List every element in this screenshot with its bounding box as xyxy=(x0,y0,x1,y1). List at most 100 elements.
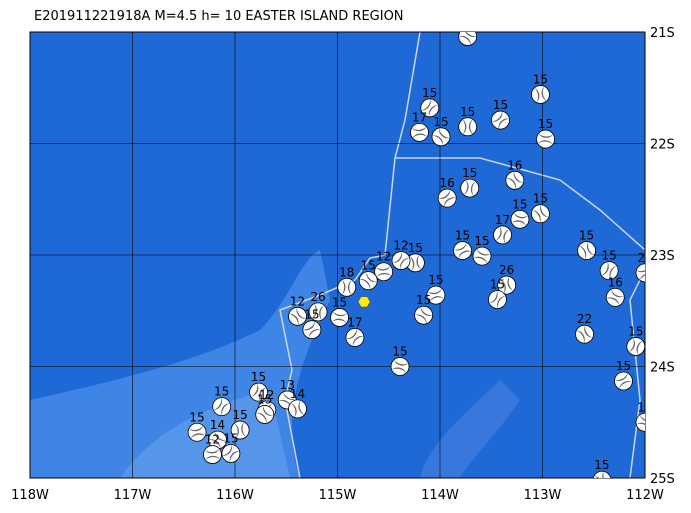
ball-outline xyxy=(308,302,328,322)
depth-label: 15 xyxy=(462,166,477,180)
frame xyxy=(29,31,646,479)
compression xyxy=(594,471,604,478)
compression xyxy=(411,126,428,139)
y-tick-label: 25S xyxy=(650,472,675,487)
ball-outline xyxy=(487,290,507,310)
depth-label: 16 xyxy=(608,275,623,289)
depth-label: 15 xyxy=(533,192,548,206)
depth-label: 15 xyxy=(512,197,527,211)
beachball xyxy=(493,225,512,245)
ball-outline xyxy=(491,110,510,130)
depth-label: 26 xyxy=(310,290,325,304)
depth-label: 26 xyxy=(499,263,514,277)
ball-outline xyxy=(599,261,619,281)
x-tick-label: 117W xyxy=(114,488,152,503)
ball-outline xyxy=(249,382,268,402)
beachball xyxy=(437,188,457,208)
depth-label: 15 xyxy=(474,234,489,248)
x-tick-label: 116W xyxy=(216,488,254,503)
depth-label: 22 xyxy=(577,312,592,326)
y-tick-label: 22S xyxy=(650,138,675,153)
beachball xyxy=(426,285,446,305)
depth-label: 17 xyxy=(495,213,510,227)
beachball xyxy=(635,263,645,283)
ball-outline xyxy=(230,420,250,440)
depth-label: 15 xyxy=(493,98,508,112)
depth-label: 14 xyxy=(210,418,225,432)
beachball xyxy=(491,110,510,130)
compression xyxy=(576,325,593,344)
ball-outline xyxy=(577,241,596,260)
compression xyxy=(421,98,439,117)
depth-label: 15 xyxy=(637,400,652,414)
depth-label: 17 xyxy=(347,316,362,330)
beachball xyxy=(391,251,411,270)
x-tick-label: 118W xyxy=(11,488,49,503)
depth-label: 15 xyxy=(257,392,272,406)
beachball xyxy=(536,129,555,149)
beachball xyxy=(249,382,268,402)
ball-outline xyxy=(337,277,357,297)
compression xyxy=(208,431,227,449)
ball-outline xyxy=(302,320,322,340)
compression xyxy=(636,270,645,281)
beachball xyxy=(497,275,517,295)
compression xyxy=(375,266,392,278)
ball-outline xyxy=(531,85,550,104)
ball-outline xyxy=(575,324,594,344)
ball-outline xyxy=(410,122,429,142)
x-tick-label: 115W xyxy=(319,488,357,503)
beachball xyxy=(203,445,222,464)
compression xyxy=(636,414,645,426)
ball-outline xyxy=(221,444,241,463)
ball-outline xyxy=(458,117,478,137)
beachball xyxy=(605,287,625,307)
depth-label: 15 xyxy=(408,241,423,255)
beachball xyxy=(374,262,394,282)
beachball xyxy=(577,241,596,260)
depth-label: 15 xyxy=(616,359,631,373)
depth-label: 21 xyxy=(637,251,652,265)
beachball xyxy=(390,357,410,376)
ball-outline xyxy=(635,263,645,283)
compression xyxy=(302,321,321,339)
beachball xyxy=(505,170,525,190)
epicenter xyxy=(357,296,371,308)
ball-outline xyxy=(614,371,633,391)
depth-label: 15 xyxy=(433,115,448,129)
ball-outline xyxy=(431,127,451,147)
beachball xyxy=(431,127,451,147)
x-tick-label: 112W xyxy=(626,488,664,503)
beachball xyxy=(288,306,307,326)
ball-outline xyxy=(460,178,480,198)
boundary xyxy=(395,157,645,251)
compression xyxy=(278,391,297,408)
ball-outline xyxy=(472,246,492,266)
beachball xyxy=(487,290,507,310)
depth-label: 15 xyxy=(214,385,229,399)
ball-outline xyxy=(536,129,555,149)
depth-label: 15 xyxy=(490,278,505,292)
ball-outline xyxy=(345,328,365,347)
beachball xyxy=(410,122,429,142)
shallow xyxy=(420,380,520,478)
depth-label: 12 xyxy=(393,239,408,253)
ball-outline xyxy=(255,405,275,424)
beachball xyxy=(510,209,530,229)
beachball xyxy=(330,308,349,327)
beachball xyxy=(414,305,434,325)
depth-label: 12 xyxy=(290,294,305,308)
ball-outline xyxy=(374,262,394,282)
ball-outline xyxy=(390,357,410,376)
ball-outline xyxy=(605,287,625,307)
beachball xyxy=(288,399,307,419)
compression xyxy=(463,180,476,197)
depth-label: 15 xyxy=(422,86,437,100)
beachball xyxy=(592,470,612,478)
depth-label: 15 xyxy=(232,408,247,422)
compression xyxy=(532,204,549,223)
depth-label: 15 xyxy=(628,324,643,338)
compression xyxy=(414,306,433,324)
beachball xyxy=(358,271,378,291)
compression xyxy=(213,397,230,416)
